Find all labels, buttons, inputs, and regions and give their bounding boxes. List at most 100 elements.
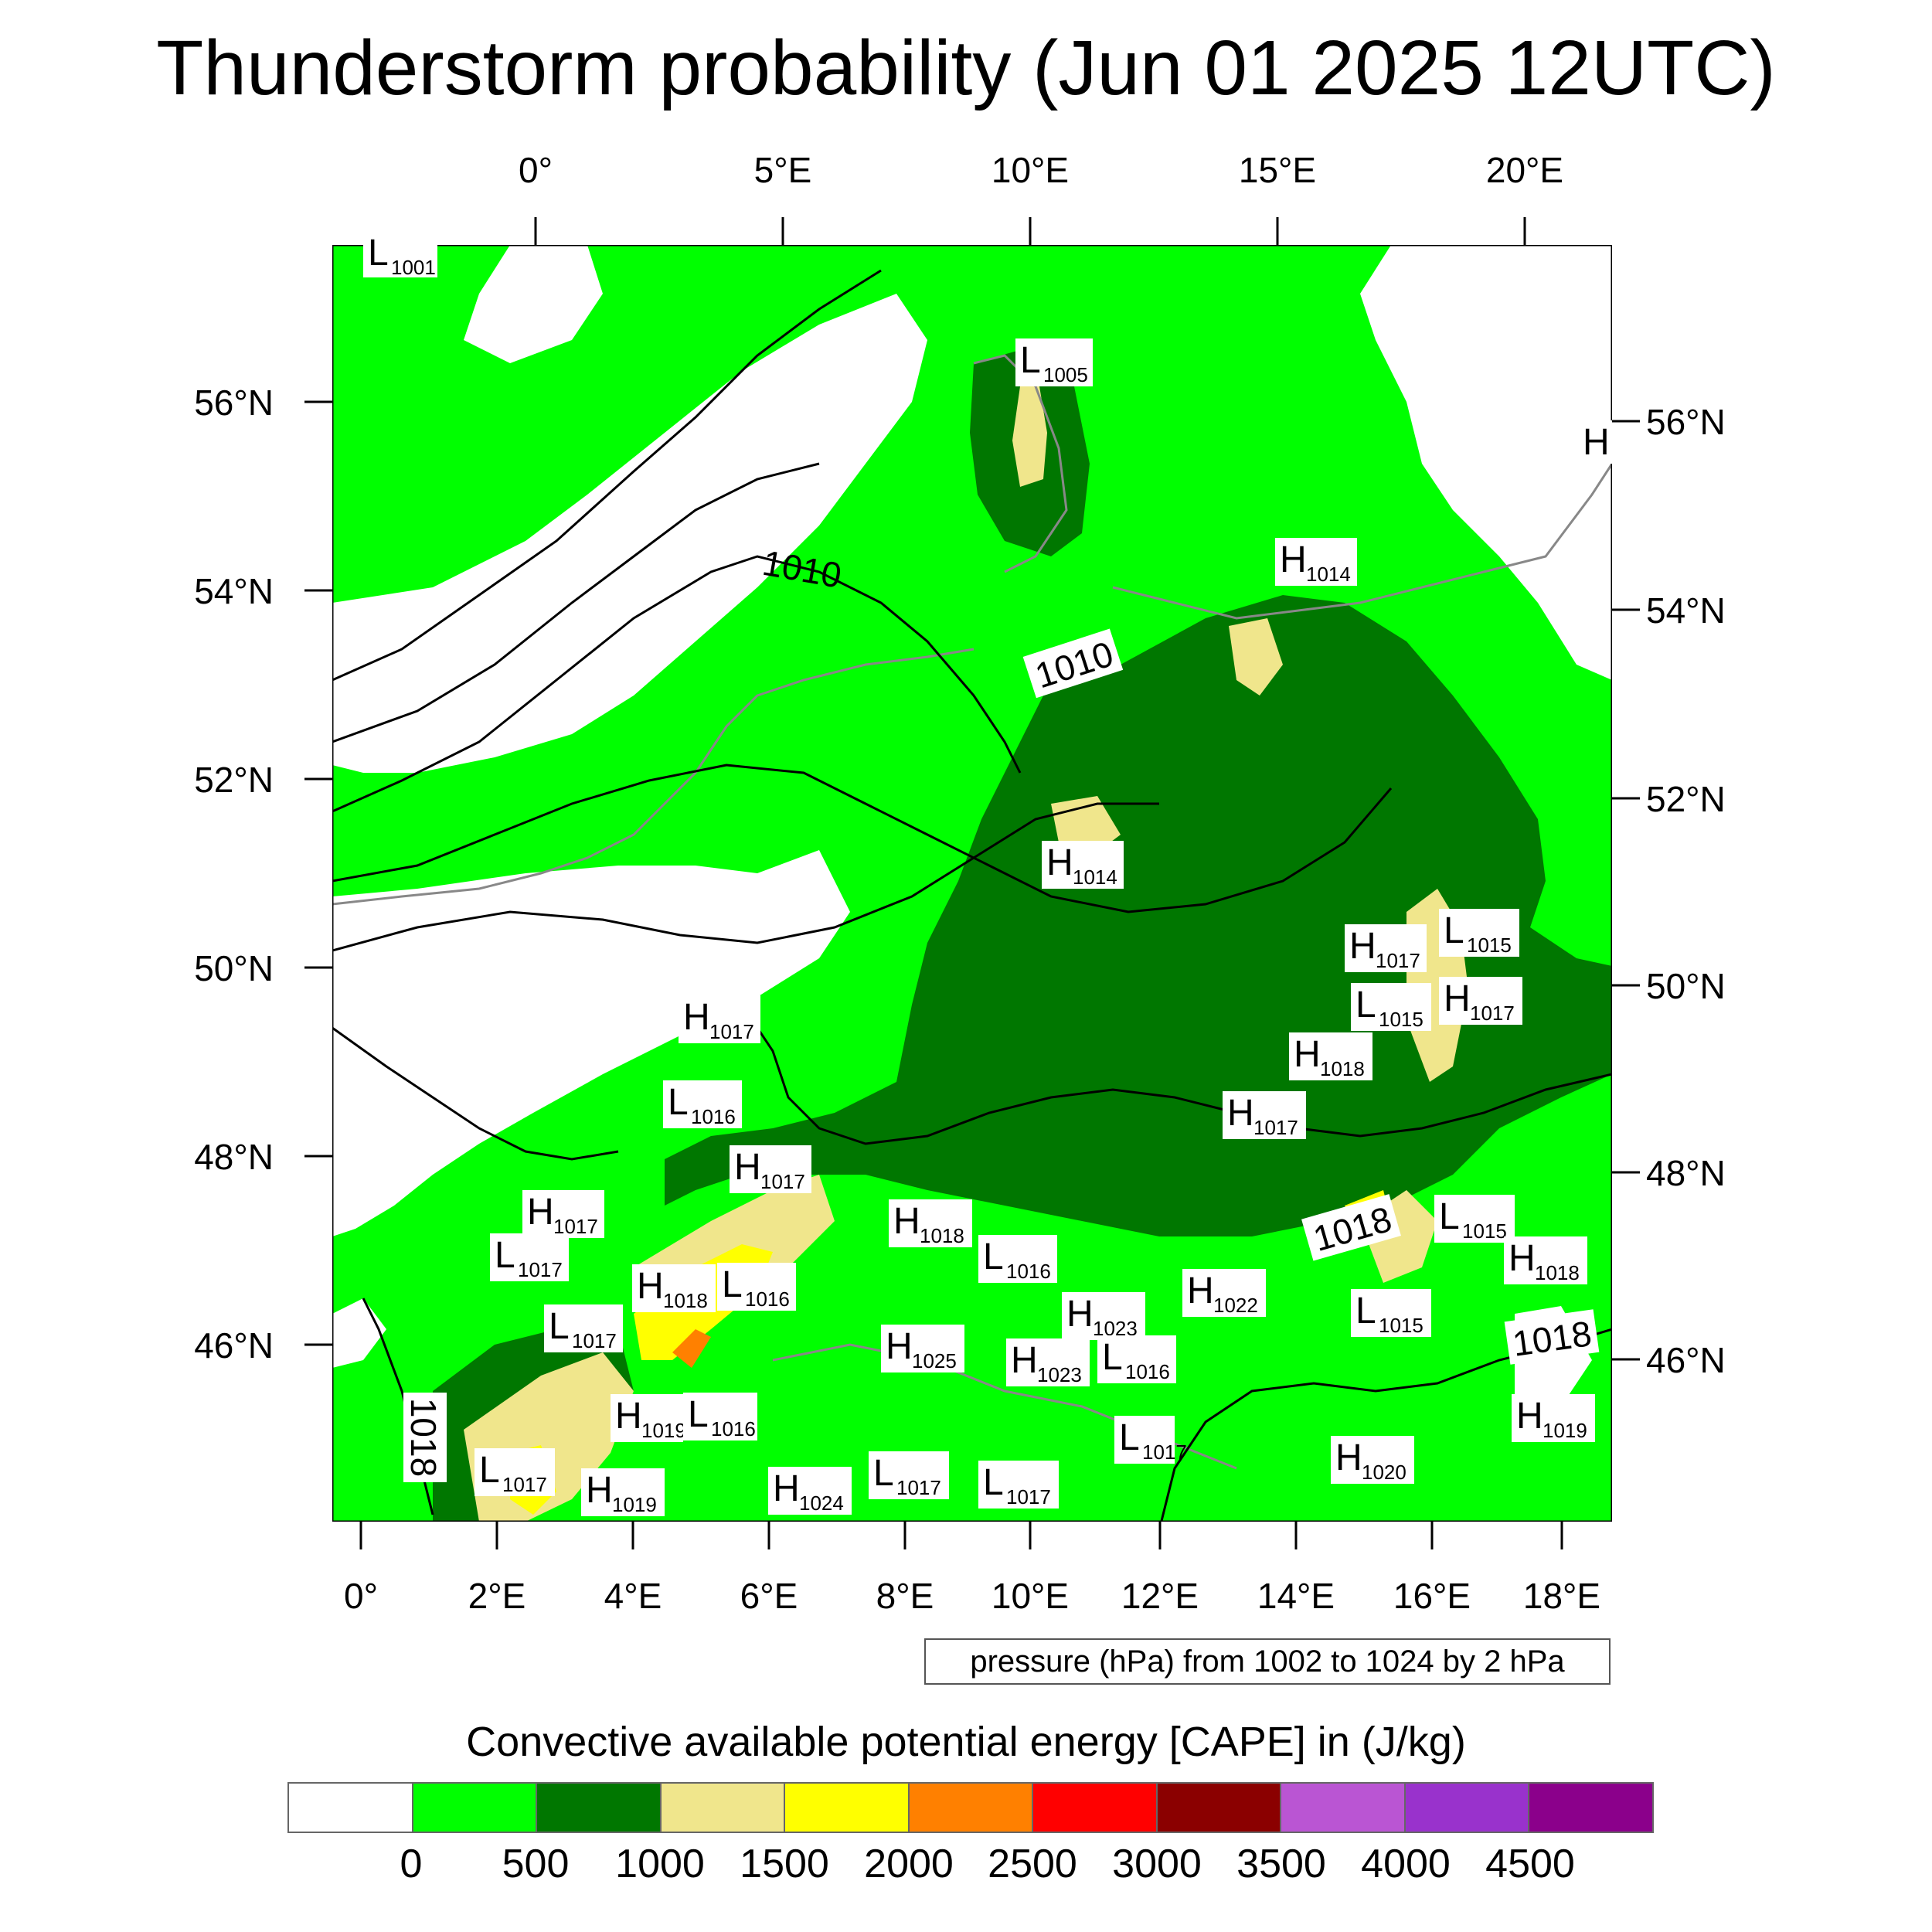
colorbar-swatch — [1529, 1784, 1653, 1832]
left-lat-label: 56°N — [194, 383, 274, 423]
map-area — [332, 245, 1612, 1522]
left-lat-label: 46°N — [194, 1325, 274, 1366]
right-lat-label: 48°N — [1646, 1153, 1726, 1193]
pressure-center-letter: H — [1011, 1340, 1038, 1381]
pressure-center-letter: L — [873, 1453, 894, 1494]
colorbar — [287, 1782, 1654, 1833]
left-latitude-labels: 56°N 54°N 52°N 50°N 48°N 46°N — [194, 383, 274, 1366]
colorbar-swatch — [537, 1784, 662, 1832]
pressure-center-letter: H — [637, 1266, 664, 1307]
pressure-center-value: 1022 — [1213, 1294, 1258, 1317]
colorbar-swatch — [289, 1784, 413, 1832]
pressure-center-value: 1005 — [1043, 363, 1088, 386]
colorbar-swatch — [909, 1784, 1034, 1832]
pressure-note: pressure (hPa) from 1002 to 1024 by 2 hP… — [924, 1638, 1611, 1685]
colorbar-label: 3000 — [1112, 1842, 1202, 1886]
pressure-center-value: 1014 — [1306, 563, 1351, 586]
pressure-center-value: 1017 — [572, 1329, 617, 1352]
legend-title: Convective available potential energy [C… — [466, 1719, 1466, 1765]
colorbar-label: 2000 — [864, 1842, 954, 1886]
pressure-center-letter: H — [683, 997, 710, 1038]
colorbar-label: 4000 — [1361, 1842, 1451, 1886]
bottom-lon-label: 10°E — [992, 1576, 1069, 1616]
pressure-center-value: 1017 — [1142, 1440, 1187, 1464]
pressure-center-value: 1020 — [1362, 1461, 1406, 1484]
pressure-center-letter: L — [688, 1394, 709, 1435]
pressure-center-letter: H — [527, 1192, 554, 1233]
pressure-center-value: 1015 — [1462, 1219, 1507, 1243]
colorbar-label: 1000 — [615, 1842, 705, 1886]
pressure-center-letter: L — [1102, 1337, 1123, 1378]
pressure-center-letter: H — [734, 1147, 761, 1188]
pressure-center-letter: H — [1227, 1093, 1254, 1134]
bottom-lon-label: 12°E — [1121, 1576, 1199, 1616]
colorbar-labels: 0 500 1000 1500 2000 2500 3000 3500 4000… — [287, 1839, 1654, 1893]
pressure-center-letter: L — [1355, 1291, 1376, 1332]
pressure-center-letter: H — [1294, 1034, 1321, 1075]
pressure-center-value: 1024 — [799, 1492, 844, 1515]
pressure-center-letter: H — [1187, 1270, 1214, 1311]
pressure-center-letter: L — [983, 1236, 1004, 1277]
pressure-center-value: 1017 — [1376, 949, 1420, 972]
colorbar-swatch — [661, 1784, 786, 1832]
pressure-center-value: 1017 — [1253, 1116, 1298, 1139]
colorbar-swatch — [1033, 1784, 1158, 1832]
colorbar-label: 1500 — [740, 1842, 829, 1886]
pressure-center-value: 1025 — [912, 1349, 957, 1372]
pressure-center-value: 1017 — [518, 1258, 563, 1281]
isobars — [332, 269, 1612, 1522]
right-lat-label: 46°N — [1646, 1340, 1726, 1380]
pressure-center-value: 1018 — [663, 1289, 708, 1312]
pressure-center-letter: H — [1444, 978, 1471, 1019]
pressure-center-value: 1019 — [1543, 1419, 1587, 1442]
pressure-center-value: 1014 — [1073, 866, 1117, 889]
colorbar-label: 3500 — [1236, 1842, 1326, 1886]
pressure-center-letter: L — [983, 1462, 1004, 1503]
pressure-center-value: 1023 — [1037, 1363, 1082, 1386]
colorbar-label: 4500 — [1485, 1842, 1575, 1886]
pressure-center-value: 1017 — [1470, 1002, 1515, 1025]
pressure-center-letter: H — [586, 1470, 613, 1511]
pressure-center-value: 1016 — [1125, 1360, 1170, 1383]
chart-title: Thunderstorm probability (Jun 01 2025 12… — [156, 25, 1776, 111]
pressure-center-value: 1017 — [502, 1473, 547, 1496]
pressure-center-value: 1017 — [1006, 1485, 1051, 1509]
pressure-center-letter: L — [722, 1264, 743, 1305]
right-lat-label: 56°N — [1646, 402, 1726, 442]
colorbar-swatch — [1157, 1784, 1282, 1832]
bottom-lon-label: 2°E — [468, 1576, 526, 1616]
colorbar-swatch — [413, 1784, 538, 1832]
colorbar-label: 500 — [502, 1842, 570, 1886]
pressure-center-value: 1015 — [1379, 1008, 1423, 1031]
pressure-center-letter: H — [1349, 926, 1376, 967]
bottom-longitude-labels: 0° 2°E 4°E 6°E 8°E 10°E 12°E 14°E 16°E 1… — [344, 1576, 1600, 1616]
top-lon-label: 15°E — [1239, 150, 1316, 190]
pressure-center-value: 1015 — [1467, 934, 1512, 957]
pressure-center-value: 1018 — [1320, 1057, 1365, 1080]
isobar-labels: 1010 1010 1018 1018 1018 — [403, 543, 1600, 1482]
top-lon-label: 20°E — [1486, 150, 1563, 190]
cape-2000-2500-regions — [672, 1329, 711, 1368]
bottom-lon-label: 14°E — [1257, 1576, 1335, 1616]
top-lon-label: 0° — [519, 150, 553, 190]
pressure-center-letter: H — [1516, 1396, 1543, 1437]
pressure-center-letter: L — [1355, 985, 1376, 1026]
pressure-center-letter: H — [615, 1396, 642, 1437]
pressure-center-letter: H — [1583, 422, 1610, 463]
colorbar-label: 0 — [400, 1842, 423, 1886]
pressure-center-value: 1019 — [612, 1493, 657, 1516]
pressure-center-letter: H — [893, 1201, 920, 1242]
bottom-lon-label: 8°E — [876, 1576, 934, 1616]
top-lon-label: 10°E — [992, 150, 1069, 190]
right-lat-label: 52°N — [1646, 779, 1726, 819]
left-lat-label: 50°N — [194, 948, 274, 988]
top-longitude-labels: 0° 5°E 10°E 15°E 20°E — [519, 150, 1563, 190]
bottom-lon-label: 4°E — [604, 1576, 662, 1616]
bottom-lon-label: 18°E — [1523, 1576, 1600, 1616]
pressure-center-letter: H — [1066, 1294, 1094, 1335]
pressure-center-letter: H — [1046, 842, 1073, 883]
pressure-center-letter: L — [1444, 910, 1464, 951]
pressure-center-value: 1017 — [709, 1020, 754, 1043]
pressure-center-value: 1016 — [1006, 1260, 1051, 1283]
